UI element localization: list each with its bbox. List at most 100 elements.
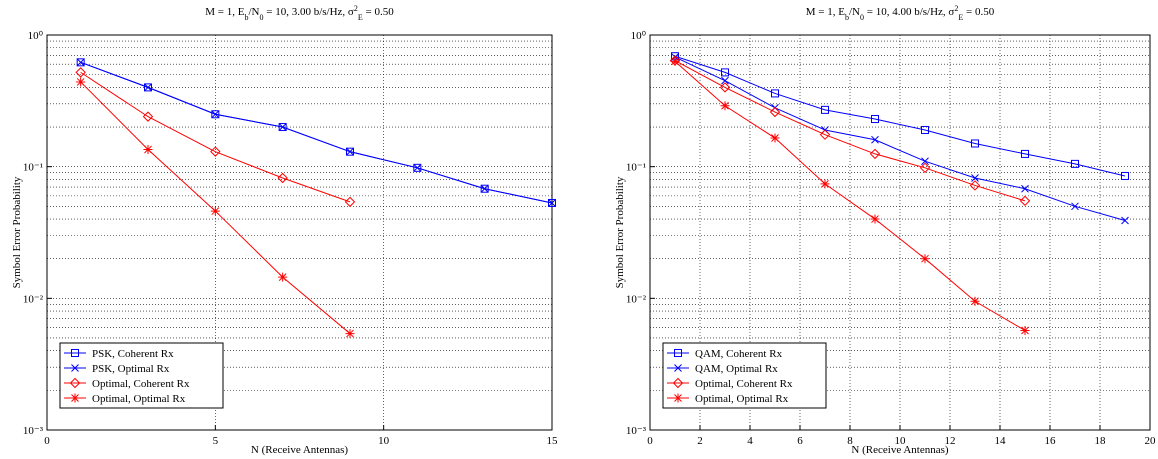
- marker: [548, 198, 556, 207]
- marker: [210, 146, 221, 157]
- marker: [970, 296, 980, 306]
- chart: M = 1, Eb/N0 = 10, 4.00 b/s/Hz, σ2E = 0.…: [614, 4, 1156, 457]
- x-axis-label: N (Receive Antennas): [851, 444, 948, 456]
- legend-box: [662, 342, 827, 409]
- series-line: [674, 55, 1126, 177]
- title-part: /N: [249, 6, 260, 18]
- x-tick-label: 10: [378, 435, 390, 447]
- marker: [278, 123, 287, 132]
- y-tick-label: 10⁻³: [23, 425, 44, 437]
- title-part: = 0.50: [363, 6, 394, 18]
- marker: [719, 82, 731, 93]
- marker: [76, 58, 85, 67]
- marker: [144, 83, 152, 92]
- x-tick-label: 4: [747, 435, 753, 447]
- y-tick-label: 10⁻²: [626, 293, 647, 305]
- y-tick-label: 10⁰: [631, 30, 647, 42]
- marker: [75, 67, 86, 78]
- chart-title: M = 1, Eb/N0 = 10, 3.00 b/s/Hz, σ2E = 0.…: [205, 4, 394, 22]
- marker: [770, 133, 780, 143]
- marker: [1121, 171, 1129, 180]
- marker: [480, 184, 489, 193]
- marker: [278, 123, 287, 131]
- marker: [819, 129, 831, 140]
- x-tick-label: 18: [1095, 435, 1107, 447]
- x-tick-label: 8: [847, 435, 853, 447]
- marker: [920, 254, 930, 264]
- x-tick-label: 14: [995, 435, 1007, 447]
- marker: [869, 148, 881, 160]
- marker: [1071, 202, 1079, 211]
- y-axis-label: Symbol Error Probability: [11, 176, 23, 288]
- legend-marker: [672, 377, 684, 389]
- title-part: b: [245, 13, 249, 22]
- title-part: = 10, 4.00 b/s/Hz, σ: [864, 6, 954, 18]
- title-part: = 0.50: [963, 6, 994, 18]
- legend-marker: [674, 349, 682, 357]
- marker: [670, 56, 680, 66]
- marker: [1021, 184, 1029, 193]
- marker: [820, 179, 830, 189]
- marker: [971, 139, 979, 148]
- y-tick-label: 10⁰: [28, 30, 44, 42]
- marker: [210, 206, 220, 216]
- marker: [721, 76, 729, 85]
- marker: [1020, 325, 1030, 335]
- legend-box: [59, 342, 224, 409]
- x-tick-label: 20: [1145, 435, 1157, 447]
- x-tick-label: 0: [44, 435, 50, 447]
- series-line: [674, 61, 1026, 331]
- title-part: M = 1, E: [806, 6, 845, 18]
- marker: [971, 174, 979, 182]
- marker: [821, 105, 829, 114]
- x-tick-label: 5: [213, 435, 219, 447]
- marker: [211, 110, 220, 119]
- marker: [721, 68, 729, 77]
- marker: [871, 115, 879, 124]
- marker: [143, 145, 153, 155]
- x-tick-label: 15: [547, 435, 559, 447]
- marker: [769, 106, 781, 118]
- y-tick-label: 10⁻¹: [23, 162, 43, 174]
- marker: [345, 329, 355, 339]
- marker: [771, 89, 779, 98]
- marker: [344, 196, 356, 208]
- x-tick-label: 10: [895, 435, 907, 447]
- x-tick-label: 0: [647, 435, 653, 447]
- marker: [76, 77, 86, 87]
- series-line: [674, 56, 1126, 221]
- marker: [871, 135, 879, 144]
- legend-label: Optimal, Optimal Rx: [92, 393, 186, 405]
- y-tick-label: 10⁻³: [626, 425, 647, 437]
- marker: [142, 111, 154, 122]
- title-part: 0: [260, 13, 264, 22]
- marker: [480, 184, 489, 193]
- x-axis-label: N (Receive Antennas): [251, 444, 348, 456]
- marker: [144, 83, 152, 92]
- title-part: 2: [354, 4, 358, 13]
- legend-marker: [71, 349, 79, 357]
- y-tick-label: 10⁻¹: [626, 162, 646, 174]
- marker: [211, 110, 220, 119]
- chart-title: M = 1, Eb/N0 = 10, 4.00 b/s/Hz, σ2E = 0.…: [806, 4, 995, 22]
- marker: [969, 180, 981, 191]
- marker: [413, 163, 422, 172]
- marker: [921, 157, 929, 166]
- marker: [870, 214, 880, 224]
- chart: M = 1, Eb/N0 = 10, 3.00 b/s/Hz, σ2E = 0.…: [11, 4, 558, 457]
- legend-label: Optimal, Optimal Rx: [695, 393, 789, 405]
- legend-label: QAM, Coherent Rx: [695, 348, 783, 360]
- marker: [548, 199, 556, 207]
- series-line: [80, 71, 351, 203]
- y-axis-label: Symbol Error Probability: [614, 176, 626, 288]
- title-part: = 10, 3.00 b/s/Hz, σ: [264, 6, 354, 18]
- x-tick-label: 2: [697, 435, 703, 447]
- marker: [1021, 149, 1029, 158]
- title-part: E: [958, 13, 963, 22]
- title-part: /N: [849, 6, 860, 18]
- legend-marker: [70, 393, 80, 403]
- marker: [919, 162, 931, 174]
- marker: [277, 172, 288, 184]
- title-part: 0: [860, 13, 864, 22]
- title-part: M = 1, E: [205, 6, 244, 18]
